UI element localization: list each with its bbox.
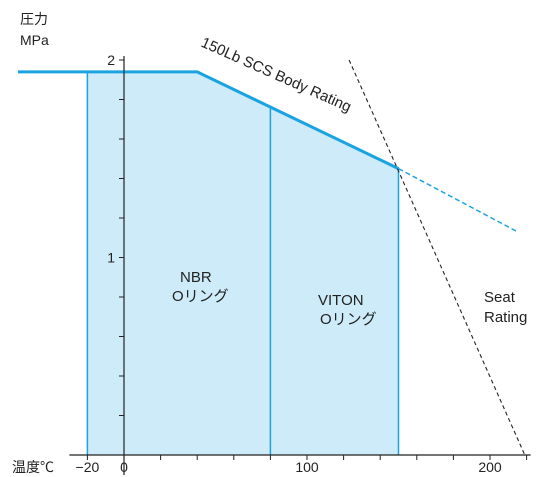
y-axis-title-line1: 圧力	[20, 11, 48, 27]
seat-rating-line	[348, 59, 526, 456]
x-axis-title: 温度℃	[12, 459, 54, 475]
body-rating-line	[17, 70, 400, 170]
y-tick-label-2: 2	[107, 52, 115, 68]
seat-rating-label-line1: Seat	[484, 289, 516, 306]
y-tick-label-1: 1	[107, 250, 115, 266]
x-tick-label--20: −20	[76, 459, 100, 475]
x-tick-label-200: 200	[478, 459, 502, 475]
body-rating-extension	[398, 167, 518, 233]
viton-region-label-line2: Oリング	[320, 311, 377, 328]
x-tick-label-100: 100	[295, 459, 319, 475]
nbr-region-label-line2: Oリング	[172, 288, 229, 305]
viton-region-label-line1: VITON	[318, 292, 364, 309]
fill-layer	[87, 71, 399, 456]
axes-layer	[69, 56, 531, 475]
region-fill-2	[270, 107, 399, 455]
seat-rating-label-line2: Rating	[484, 309, 527, 326]
x-tick-label-0: 0	[120, 459, 128, 475]
region-fill-1	[87, 71, 271, 456]
y-axis-title-line2: MPa	[20, 32, 49, 48]
lines-layer	[17, 59, 526, 456]
nbr-region-label-line1: NBR	[180, 269, 212, 286]
